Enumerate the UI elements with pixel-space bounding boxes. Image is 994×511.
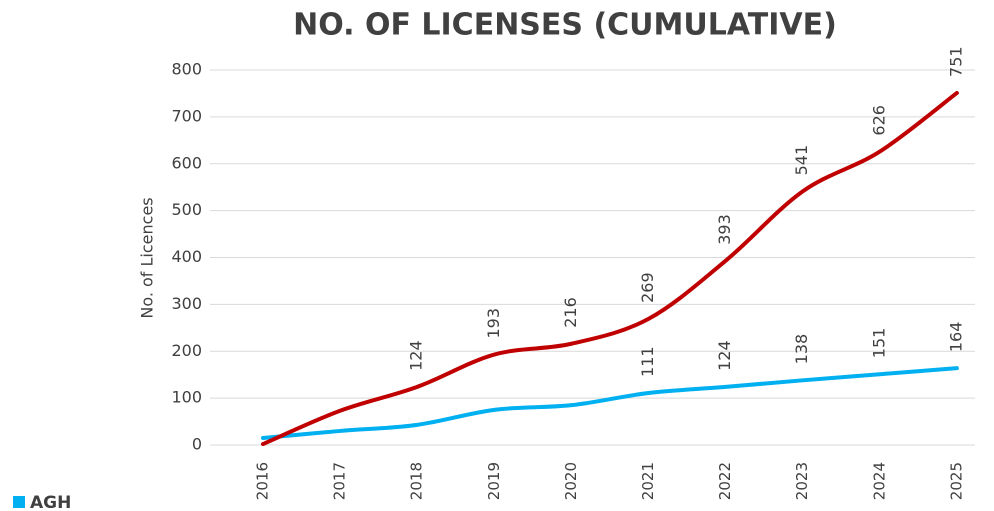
line-series	[261, 90, 959, 447]
data-label: 626	[869, 105, 888, 136]
y-tick-label: 0	[192, 435, 202, 454]
legend-label: AGH	[30, 493, 71, 511]
x-tick-label: 2018	[408, 462, 426, 500]
data-label: 138	[792, 334, 811, 365]
y-tick-label: 400	[171, 247, 202, 266]
x-tick-label: 2021	[639, 462, 657, 500]
data-label: 124	[715, 340, 734, 371]
y-tick-label: 700	[171, 106, 202, 125]
y-tick-label: 500	[171, 200, 202, 219]
legend-swatch	[13, 496, 25, 508]
data-label: 164	[946, 322, 965, 353]
data-label: 124	[407, 340, 426, 371]
y-tick-label: 800	[171, 60, 202, 79]
data-label: 751	[946, 46, 965, 77]
x-tick-label: 2022	[716, 462, 734, 500]
data-label: 193	[484, 308, 503, 339]
x-tick-label: 2023	[793, 462, 811, 500]
data-label: 111	[638, 346, 657, 377]
line-series	[261, 366, 959, 440]
data-label: 216	[561, 297, 580, 328]
x-tick-label: 2020	[562, 462, 580, 500]
y-tick-label: 200	[171, 341, 202, 360]
data-label: 541	[792, 145, 811, 176]
y-tick-label: 100	[171, 388, 202, 407]
y-tick-label: 300	[171, 294, 202, 313]
x-tick-label: 2025	[947, 462, 965, 500]
data-label: 151	[869, 328, 888, 359]
data-label: 269	[638, 272, 657, 303]
x-tick-label: 2024	[870, 462, 888, 500]
data-label: 393	[715, 214, 734, 245]
x-tick-label: 2017	[331, 462, 349, 500]
y-axis-label: No. of Licences	[138, 197, 157, 318]
chart-title: NO. OF LICENSES (CUMULATIVE)	[293, 8, 837, 43]
x-tick-label: 2016	[254, 462, 272, 500]
x-tick-label: 2019	[485, 462, 503, 500]
y-tick-label: 600	[171, 153, 202, 172]
